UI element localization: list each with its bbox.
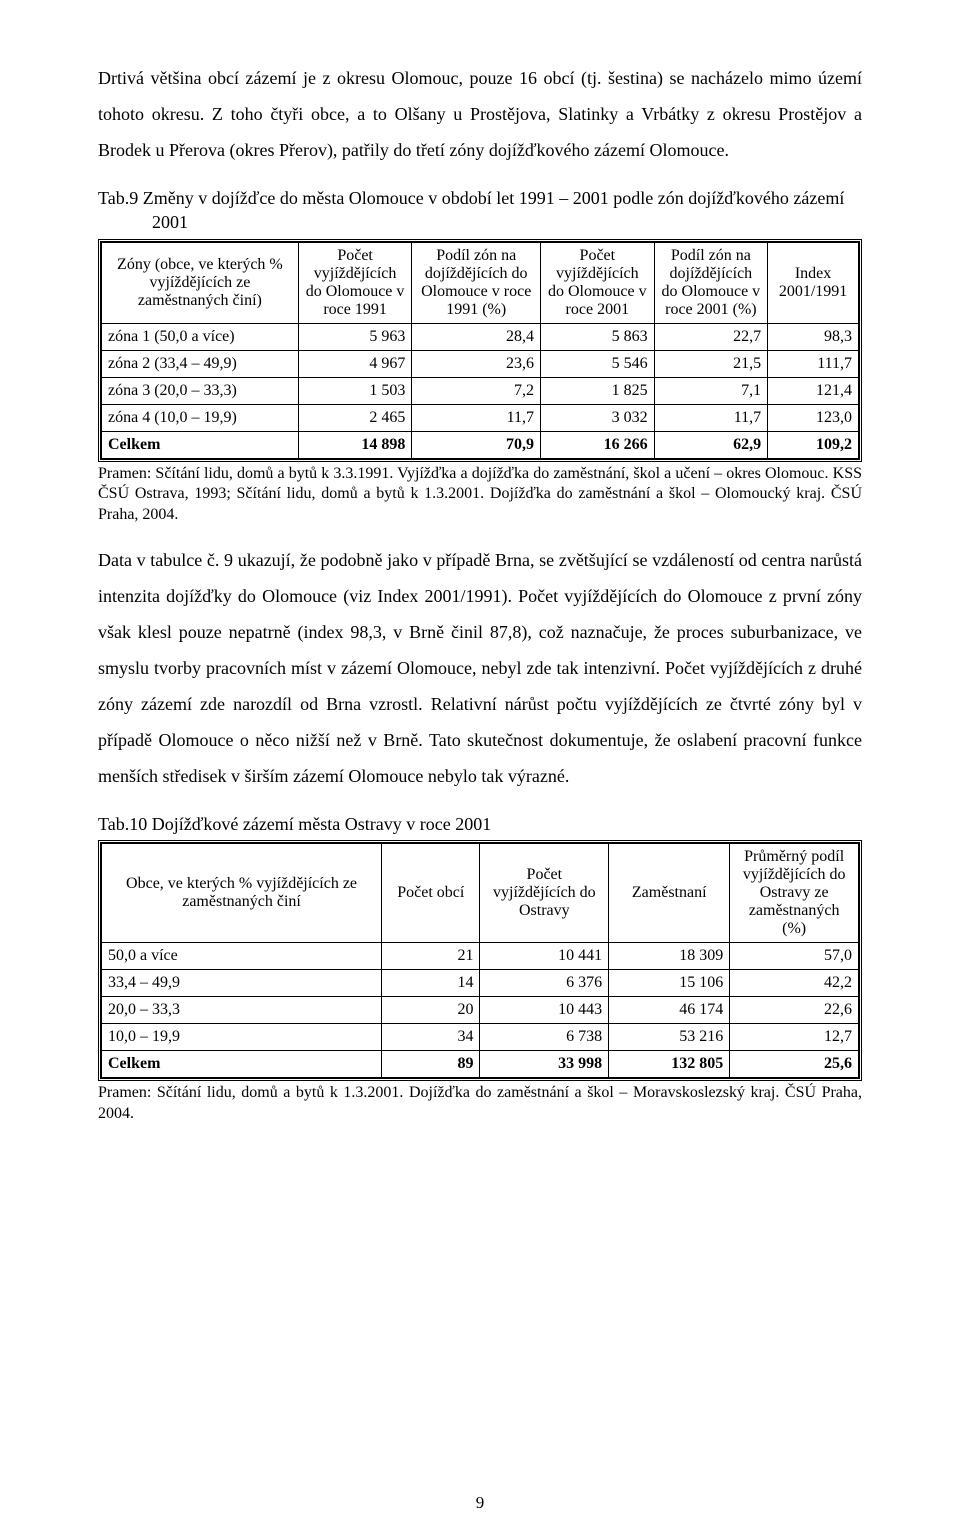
tab9-total-label: Celkem (102, 431, 299, 458)
tab10-r2-c1: 10 443 (480, 997, 609, 1024)
tab10-r1-c3: 42,2 (730, 970, 859, 997)
tab9-total-c4: 109,2 (768, 431, 859, 458)
tab9-r3-c4: 123,0 (768, 404, 859, 431)
tab10-total-c2: 132 805 (609, 1051, 730, 1078)
tab9-source: Pramen: Sčítání lidu, domů a bytů k 3.3.… (98, 464, 862, 526)
tab10-r3-c3: 12,7 (730, 1024, 859, 1051)
tab10-r3-label: 10,0 – 19,9 (102, 1024, 382, 1051)
tab9-r0-c4: 98,3 (768, 323, 859, 350)
tab9-r1-c2: 5 546 (541, 350, 655, 377)
tab10-r3-c1: 6 738 (480, 1024, 609, 1051)
tab9-totals-row: Celkem 14 898 70,9 16 266 62,9 109,2 (102, 431, 859, 458)
tab9-r3-c3: 11,7 (654, 404, 768, 431)
tab10-h3: Zaměstnaní (609, 844, 730, 943)
tab9-r1-c1: 23,6 (412, 350, 541, 377)
tab10-caption: Tab.10 Dojížďkové zázemí města Ostravy v… (98, 812, 862, 836)
tab10-totals-row: Celkem 89 33 998 132 805 25,6 (102, 1051, 859, 1078)
tab9-r2-c1: 7,2 (412, 377, 541, 404)
tab10-container: Obce, ve kterých % vyjíždějících ze zamě… (98, 840, 862, 1081)
tab10-source: Pramen: Sčítání lidu, domů a bytů k 1.3.… (98, 1083, 862, 1125)
tab9-h2: Podíl zón na dojíždějících do Olomouce v… (412, 242, 541, 323)
tab10: Obce, ve kterých % vyjíždějících ze zamě… (101, 843, 859, 1078)
table-row: zóna 4 (10,0 – 19,9) 2 465 11,7 3 032 11… (102, 404, 859, 431)
tab10-total-c3: 25,6 (730, 1051, 859, 1078)
table-row: zóna 2 (33,4 – 49,9) 4 967 23,6 5 546 21… (102, 350, 859, 377)
tab9-caption: Tab.9 Změny v dojížďce do města Olomouce… (98, 186, 862, 235)
analysis-paragraph: Data v tabulce č. 9 ukazují, že podobně … (98, 542, 862, 794)
tab9-h5: Index 2001/1991 (768, 242, 859, 323)
tab10-r0-c1: 10 441 (480, 943, 609, 970)
tab10-r1-c2: 15 106 (609, 970, 730, 997)
tab9-r1-c3: 21,5 (654, 350, 768, 377)
tab10-r1-label: 33,4 – 49,9 (102, 970, 382, 997)
table-row: 50,0 a více 21 10 441 18 309 57,0 (102, 943, 859, 970)
tab9-r0-c0: 5 963 (298, 323, 412, 350)
tab9-total-c1: 70,9 (412, 431, 541, 458)
table-row: zóna 3 (20,0 – 33,3) 1 503 7,2 1 825 7,1… (102, 377, 859, 404)
page-number: 9 (0, 1493, 960, 1513)
tab9-total-c3: 62,9 (654, 431, 768, 458)
tab10-r2-c3: 22,6 (730, 997, 859, 1024)
tab10-r2-c2: 46 174 (609, 997, 730, 1024)
tab10-r0-label: 50,0 a více (102, 943, 382, 970)
tab10-r2-label: 20,0 – 33,3 (102, 997, 382, 1024)
tab9-r3-label: zóna 4 (10,0 – 19,9) (102, 404, 299, 431)
tab9-r0-c2: 5 863 (541, 323, 655, 350)
tab9-r3-c1: 11,7 (412, 404, 541, 431)
tab10-h4: Průměrný podíl vyjíždějících do Ostravy … (730, 844, 859, 943)
tab9: Zóny (obce, ve kterých % vyjíždějících z… (101, 242, 859, 459)
tab9-r2-c3: 7,1 (654, 377, 768, 404)
tab9-r2-c4: 121,4 (768, 377, 859, 404)
tab9-h1: Počet vyjíždějících do Olomouce v roce 1… (298, 242, 412, 323)
tab10-r2-c0: 20 (382, 997, 480, 1024)
tab10-r1-c1: 6 376 (480, 970, 609, 997)
tab9-r0-c1: 28,4 (412, 323, 541, 350)
tab9-r1-label: zóna 2 (33,4 – 49,9) (102, 350, 299, 377)
table-row: 20,0 – 33,3 20 10 443 46 174 22,6 (102, 997, 859, 1024)
tab9-h3: Počet vyjíždějících do Olomouce v roce 2… (541, 242, 655, 323)
tab9-r1-c4: 111,7 (768, 350, 859, 377)
tab10-r3-c0: 34 (382, 1024, 480, 1051)
tab9-h0: Zóny (obce, ve kterých % vyjíždějících z… (102, 242, 299, 323)
intro-paragraph: Drtivá většina obcí zázemí je z okresu O… (98, 60, 862, 168)
tab10-total-c0: 89 (382, 1051, 480, 1078)
tab9-header-row: Zóny (obce, ve kterých % vyjíždějících z… (102, 242, 859, 323)
table-row: zóna 1 (50,0 a více) 5 963 28,4 5 863 22… (102, 323, 859, 350)
tab9-r1-c0: 4 967 (298, 350, 412, 377)
tab9-r0-label: zóna 1 (50,0 a více) (102, 323, 299, 350)
tab9-total-c0: 14 898 (298, 431, 412, 458)
tab10-h0: Obce, ve kterých % vyjíždějících ze zamě… (102, 844, 382, 943)
tab10-r0-c0: 21 (382, 943, 480, 970)
tab10-header-row: Obce, ve kterých % vyjíždějících ze zamě… (102, 844, 859, 943)
tab9-r0-c3: 22,7 (654, 323, 768, 350)
tab10-r3-c2: 53 216 (609, 1024, 730, 1051)
tab9-r3-c2: 3 032 (541, 404, 655, 431)
tab9-h4: Podíl zón na dojíždějících do Olomouce v… (654, 242, 768, 323)
tab10-r0-c3: 57,0 (730, 943, 859, 970)
tab10-total-c1: 33 998 (480, 1051, 609, 1078)
tab9-r2-c0: 1 503 (298, 377, 412, 404)
tab10-r0-c2: 18 309 (609, 943, 730, 970)
tab9-r2-label: zóna 3 (20,0 – 33,3) (102, 377, 299, 404)
table-row: 10,0 – 19,9 34 6 738 53 216 12,7 (102, 1024, 859, 1051)
table-row: 33,4 – 49,9 14 6 376 15 106 42,2 (102, 970, 859, 997)
tab9-r3-c0: 2 465 (298, 404, 412, 431)
tab10-h1: Počet obcí (382, 844, 480, 943)
tab9-total-c2: 16 266 (541, 431, 655, 458)
tab10-r1-c0: 14 (382, 970, 480, 997)
tab10-total-label: Celkem (102, 1051, 382, 1078)
tab10-h2: Počet vyjíždějících do Ostravy (480, 844, 609, 943)
tab9-r2-c2: 1 825 (541, 377, 655, 404)
tab9-container: Zóny (obce, ve kterých % vyjíždějících z… (98, 239, 862, 462)
